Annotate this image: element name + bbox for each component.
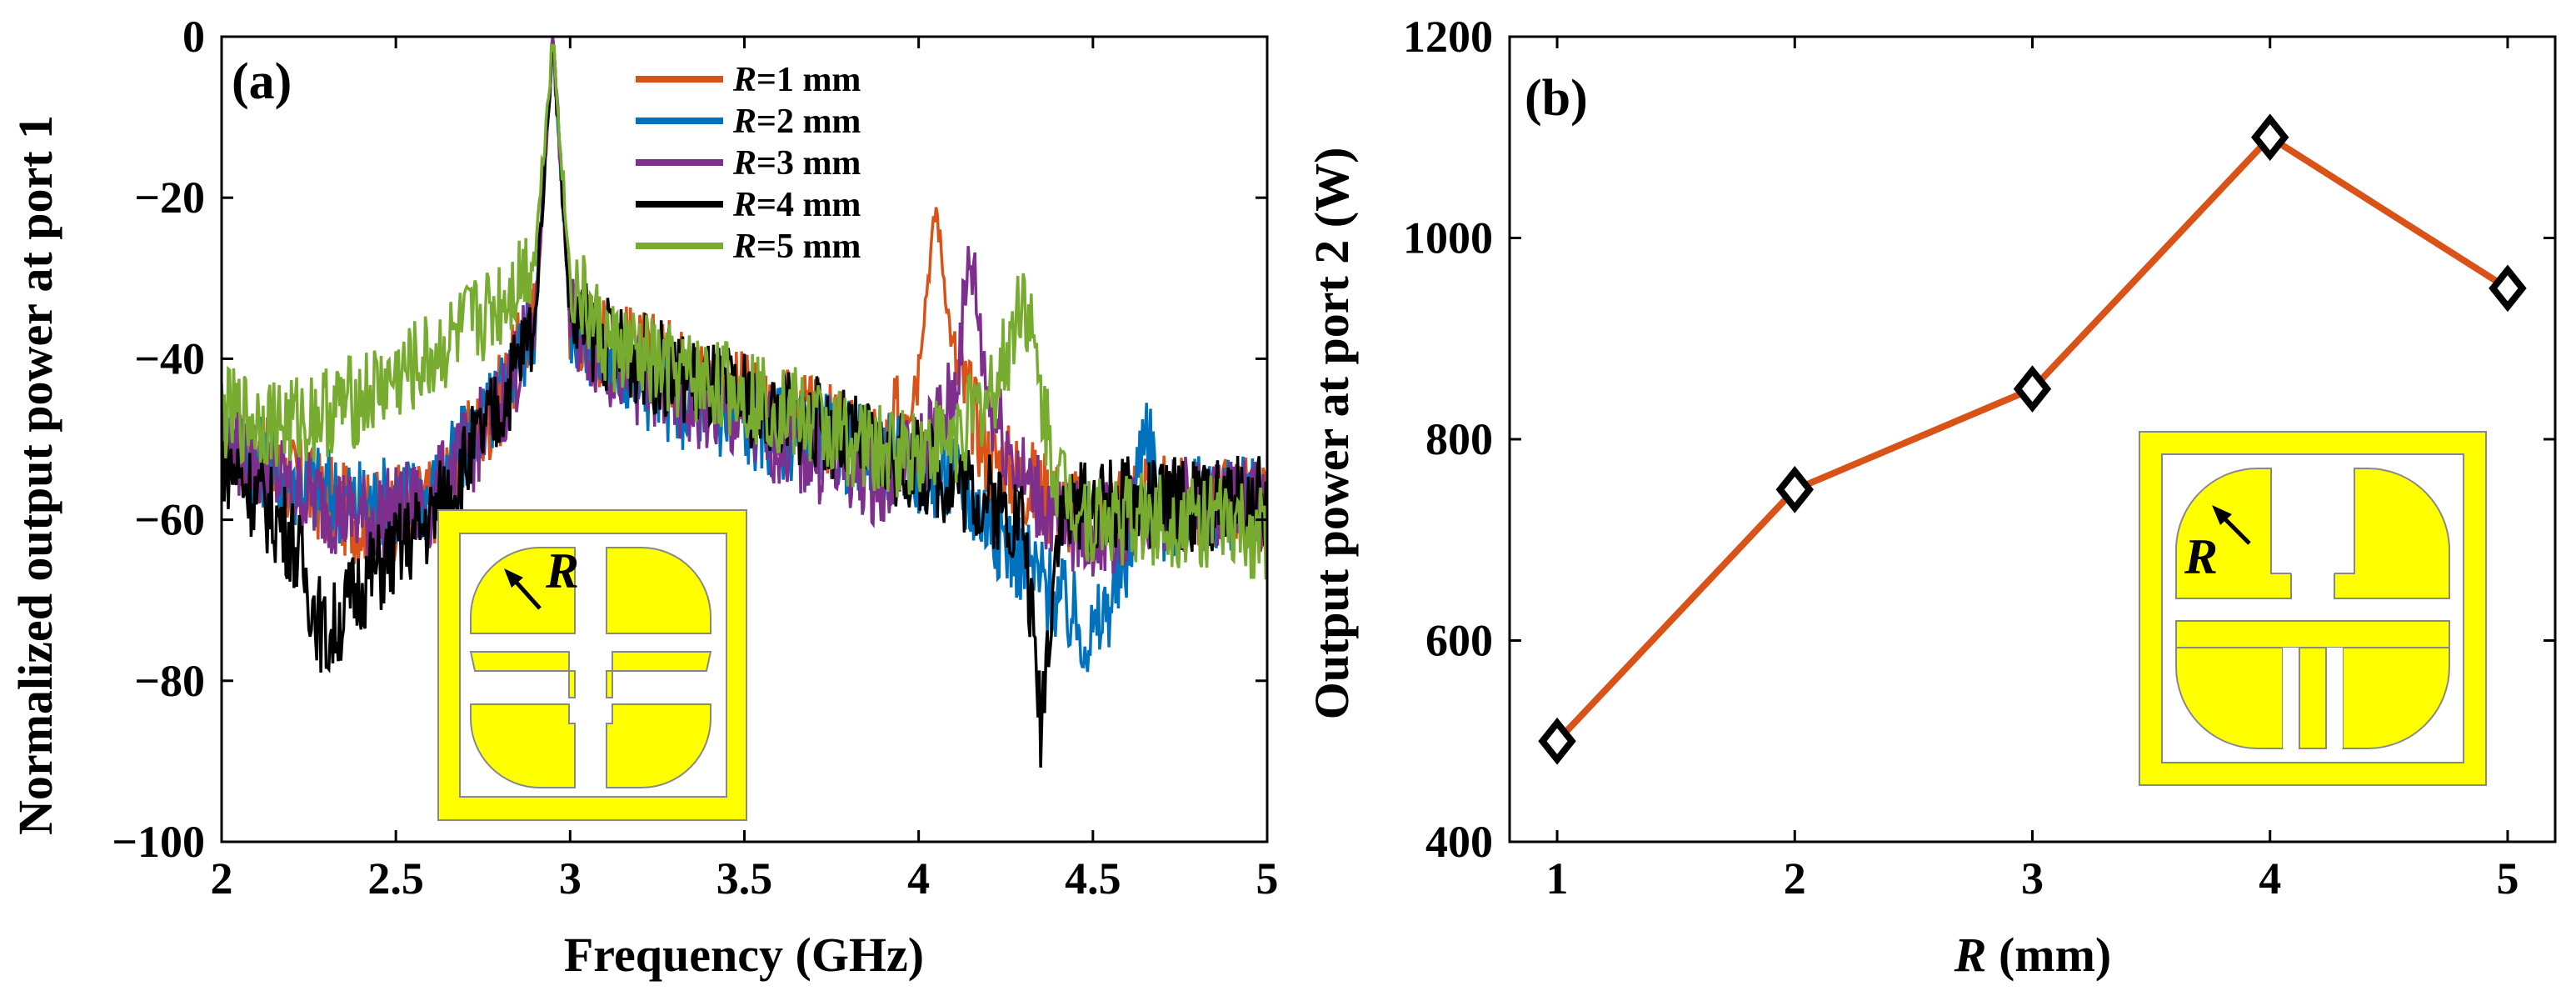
y-axis-label-b: Output power at port 2 (W) [1305,148,1359,720]
panel-label-a: (a) [232,53,292,110]
x-axis-label-b: R (mm) [1954,928,2111,982]
legend-label-a-1: R=1 mm [732,61,861,99]
data-point-b-2 [1775,465,1814,513]
x-tick-label-a: 3.5 [716,853,773,903]
y-tick-label-b: 1000 [1403,213,1493,263]
x-tick-label-b: 1 [1546,853,1569,903]
y-ticks-b: 400 600 800 1000 1200 [1403,12,2555,867]
inset-quarter-tl-b [2175,468,2292,599]
y-tick-label-a: −80 [134,656,205,706]
legend-label-a-5: R=5 mm [732,228,861,266]
inset-quarter-bl-b [2175,647,2284,749]
panel-a: 2 2.5 3 3.5 4 4.5 5 0 −20 −40 −60 −80 −100 (a) Freq… [8,12,1279,982]
x-axis-label-a: Frequency (GHz) [564,928,924,982]
series-line-a-5 [222,43,1267,580]
y-tick-label-a: −20 [134,173,205,223]
legend-value-a: =4 mm [756,186,861,224]
inset-stem-r-a [606,670,613,698]
legend-var-a: R [732,61,756,99]
inset-bar-b [2175,620,2450,648]
x-ticks-b: 1 2 3 4 5 [1546,37,2519,903]
y-tick-label-b: 1200 [1403,12,1493,62]
radius-arrowhead-a [504,568,523,588]
y-tick-label-a: −100 [112,817,205,867]
inset-quarter-tr-b [2334,468,2450,599]
legend-value-a: =3 mm [756,144,861,183]
x-tick-label-b: 3 [2021,853,2044,903]
legend-value-a: =1 mm [756,61,861,99]
inset-quarter-bl-a [470,703,576,788]
legend-value-a: =5 mm [756,228,861,266]
legend-var-a: R [732,103,756,141]
y-tick-label-b: 800 [1425,414,1493,464]
legend-label-a-3: R=3 mm [732,144,861,183]
inset-arm-tr-a [612,651,712,672]
legend-var-a: R [732,186,756,224]
legend-var-a: R [732,228,756,266]
x-tick-label-b: 2 [1784,853,1806,903]
data-point-b-4 [2251,113,2289,162]
data-point-b-1 [1538,717,1576,765]
inset-radius-label-a: R [545,543,579,598]
x-tick-label-a: 4 [907,853,930,903]
y-tick-label-a: −40 [134,333,205,383]
inset-arm-tl-a [469,651,570,672]
y-tick-label-b: 600 [1425,616,1493,666]
y-axis-label-a: Normalized output power at port 1 [8,115,62,835]
data-point-b-3 [2013,365,2052,413]
x-tick-label-a: 2 [211,853,233,903]
x-tick-label-b: 4 [2259,853,2281,903]
legend-label-a-2: R=2 mm [732,103,861,141]
plot-area-a [222,37,1267,768]
x-tick-label-a: 3 [559,853,582,903]
x-tick-label-a: 4.5 [1065,853,1121,903]
inset-quarter-br-b [2342,647,2450,749]
x-ticks-a: 2 2.5 3 3.5 4 4.5 5 [211,37,1279,903]
y-tick-label-a: −60 [134,495,205,545]
legend-label-a-4: R=4 mm [732,186,861,224]
inset-stem-l-a [568,670,576,698]
y-ticks-a: 0 −20 −40 −60 −80 −100 [112,12,1267,867]
y-tick-label-a: 0 [182,12,205,62]
inset-slot-b [2291,468,2334,573]
panel-b: 1 2 3 4 5 400 600 800 1000 1200 (b) R (mm) Outpu… [1305,12,2557,982]
resonator-inset-a: R [437,509,747,821]
inset-quarter-br-a [606,703,711,788]
plot-area-b [1538,113,2527,765]
x-axis-label-b-var: R [1954,928,1987,982]
resonator-inset-b: R [2139,431,2487,786]
radius-arrowhead-b [2212,505,2232,525]
panel-label-b: (b) [1525,70,1588,127]
y-tick-label-b: 400 [1425,817,1493,867]
x-tick-label-a: 2.5 [367,853,424,903]
data-point-b-5 [2489,264,2527,313]
inset-radius-label-b: R [2184,529,2218,584]
legend-var-a: R [732,144,756,183]
inset-quarter-tr-a [606,547,711,634]
series-line-a-4 [222,48,1267,768]
x-tick-label-b: 5 [2496,853,2519,903]
legend-value-a: =2 mm [756,103,861,141]
x-tick-label-a: 5 [1256,853,1279,903]
legend-a: R=1 mmR=2 mmR=3 mmR=4 mmR=5 mm [636,61,861,266]
inset-stem-b [2299,647,2327,749]
x-axis-label-b-unit: (mm) [1986,928,2111,982]
